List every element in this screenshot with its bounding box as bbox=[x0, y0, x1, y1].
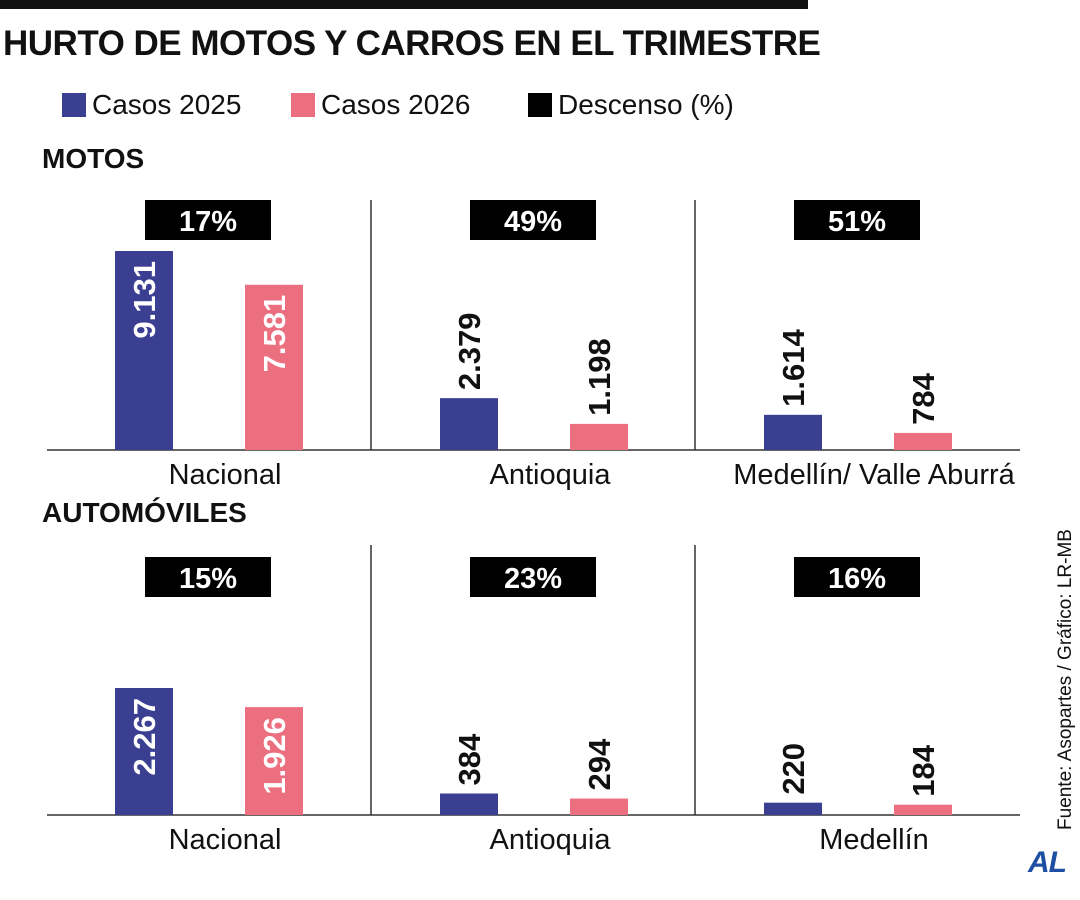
data-label-automoviles-medellin-casos-2025: 220 bbox=[776, 743, 811, 795]
top-rule bbox=[0, 0, 808, 9]
category-label-motos-medellin-valle-aburra: Medellín/ Valle Aburrá bbox=[733, 459, 1015, 491]
bar-motos-medellin-valle-aburra-casos-2025 bbox=[764, 414, 822, 450]
legend-label-casos-2026: Casos 2026 bbox=[321, 89, 471, 120]
descenso-badge-automoviles-nacional bbox=[145, 557, 271, 597]
publisher-logo: AL bbox=[1028, 846, 1067, 879]
legend-swatch-casos-2026 bbox=[291, 93, 315, 117]
descenso-label-automoviles-antioquia: 23% bbox=[504, 563, 562, 595]
legend-item-casos-2026: Casos 2026 bbox=[291, 88, 470, 122]
descenso-badge-motos-nacional bbox=[145, 200, 271, 240]
data-label-motos-medellin-valle-aburra-casos-2026: 784 bbox=[906, 372, 941, 424]
data-label-motos-nacional-casos-2025: 9.131 bbox=[127, 261, 162, 339]
data-label-motos-nacional-casos-2026: 7.581 bbox=[257, 295, 292, 373]
bar-motos-antioquia-casos-2025 bbox=[440, 398, 498, 450]
source-note: Fuente: Asopartes / Gráfico: LR-MB bbox=[1055, 529, 1076, 830]
data-label-motos-antioquia-casos-2026: 1.198 bbox=[582, 338, 617, 416]
data-label-automoviles-medellin-casos-2026: 184 bbox=[906, 744, 941, 796]
descenso-badge-motos-antioquia bbox=[470, 200, 596, 240]
legend-label-descenso: Descenso (%) bbox=[558, 89, 734, 120]
bar-motos-antioquia-casos-2026 bbox=[570, 423, 628, 450]
descenso-label-automoviles-medellin: 16% bbox=[828, 563, 886, 595]
section-title-motos: MOTOS bbox=[42, 143, 145, 174]
descenso-label-motos-medellin-valle-aburra: 51% bbox=[828, 206, 886, 238]
bar-motos-nacional-casos-2026 bbox=[245, 284, 303, 450]
legend-swatch-descenso bbox=[528, 93, 552, 117]
descenso-label-motos-nacional: 17% bbox=[179, 206, 237, 238]
section-title-automoviles: AUTOMÓVILES bbox=[42, 497, 247, 528]
descenso-label-motos-antioquia: 49% bbox=[504, 206, 562, 238]
descenso-label-automoviles-nacional: 15% bbox=[179, 563, 237, 595]
bar-automoviles-nacional-casos-2025 bbox=[115, 688, 173, 815]
bar-automoviles-medellin-casos-2025 bbox=[764, 802, 822, 815]
data-label-motos-medellin-valle-aburra-casos-2025: 1.614 bbox=[776, 328, 811, 406]
bar-automoviles-medellin-casos-2026 bbox=[894, 804, 952, 815]
data-label-automoviles-nacional-casos-2026: 1.926 bbox=[257, 717, 292, 795]
category-label-automoviles-antioquia: Antioquia bbox=[490, 824, 612, 856]
legend-swatch-casos-2025 bbox=[62, 93, 86, 117]
data-label-automoviles-nacional-casos-2025: 2.267 bbox=[127, 698, 162, 776]
bar-automoviles-antioquia-casos-2026 bbox=[570, 798, 628, 815]
data-label-motos-antioquia-casos-2025: 2.379 bbox=[452, 313, 487, 391]
category-label-automoviles-nacional: Nacional bbox=[169, 824, 282, 856]
descenso-badge-motos-medellin-valle-aburra bbox=[794, 200, 920, 240]
chart-title: HURTO DE MOTOS Y CARROS EN EL TRIMESTRE bbox=[3, 24, 821, 63]
bar-automoviles-nacional-casos-2026 bbox=[245, 707, 303, 815]
descenso-badge-automoviles-medellin bbox=[794, 557, 920, 597]
category-label-motos-antioquia: Antioquia bbox=[490, 459, 612, 491]
category-label-motos-nacional: Nacional bbox=[169, 459, 282, 491]
data-label-automoviles-antioquia-casos-2026: 294 bbox=[582, 738, 617, 790]
bar-motos-nacional-casos-2025 bbox=[115, 251, 173, 450]
legend-item-casos-2025: Casos 2025 bbox=[62, 88, 241, 122]
bar-automoviles-antioquia-casos-2025 bbox=[440, 793, 498, 815]
legend-label-casos-2025: Casos 2025 bbox=[92, 89, 242, 120]
data-label-automoviles-antioquia-casos-2025: 384 bbox=[452, 733, 487, 785]
descenso-badge-automoviles-antioquia bbox=[470, 557, 596, 597]
bar-motos-medellin-valle-aburra-casos-2026 bbox=[894, 432, 952, 450]
category-label-automoviles-medellin: Medellín bbox=[819, 824, 929, 856]
legend-item-descenso: Descenso (%) bbox=[528, 88, 734, 122]
